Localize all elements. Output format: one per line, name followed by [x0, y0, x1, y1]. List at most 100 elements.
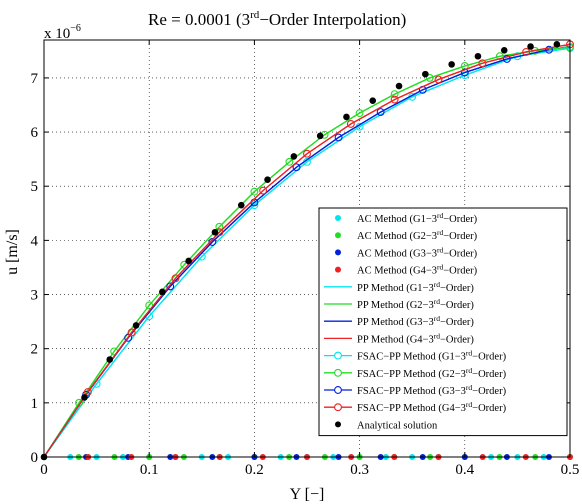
series-line: [43, 46, 571, 458]
series-point: [132, 322, 140, 329]
series-point: [553, 41, 561, 48]
legend-item: FSAC−PP Method (G4−3rd−Order): [324, 400, 507, 414]
chart-title-suffix: −Order Interpolation): [259, 10, 406, 29]
legend-label-main: AC Method (G1−3: [357, 214, 437, 225]
series-line: [43, 43, 571, 458]
legend-label: FSAC−PP Method (G1−3rd−Order): [357, 349, 507, 363]
legend-marker: [335, 421, 341, 428]
y-multiplier: x 10−6: [44, 23, 81, 42]
series-point: [211, 228, 219, 236]
legend-label: AC Method (G1−3rd−Order): [357, 211, 478, 225]
series-marker: [495, 52, 504, 61]
legend-label-main: AC Method (G2−3: [357, 231, 437, 242]
x-tick-label: 0.3: [350, 462, 369, 478]
series-marker: [208, 238, 217, 246]
legend-label-suffix: −Order): [472, 369, 506, 380]
legend-label-suffix: −Order): [443, 266, 477, 277]
legend-label-suffix: −Order): [440, 334, 474, 345]
legend-label-main: PP Method (G4−3: [357, 334, 434, 345]
series-marker: [390, 95, 399, 104]
legend-label-superscript: rd: [466, 366, 472, 375]
series-marker: [425, 73, 434, 82]
legend-item: Analytical solution: [335, 420, 438, 431]
series-marker: [355, 109, 364, 118]
legend-label: AC Method (G4−3rd−Order): [357, 263, 478, 277]
axes: 0 0.1 0.2 0.3 0.4 0.5 0 1 2 3 4 5 6 7: [31, 40, 580, 478]
legend-label-superscript: rd: [434, 314, 440, 323]
series-point: [159, 288, 166, 296]
legend-label-suffix: −Order): [472, 386, 506, 397]
y-multiplier-base: x 10: [44, 26, 70, 42]
legend-label: PP Method (G1−3rd−Order): [357, 280, 474, 294]
legend-label: PP Method (G2−3rd−Order): [357, 297, 474, 311]
x-tick-label: 0: [40, 462, 48, 478]
series-marker: [171, 274, 180, 283]
series-marker: [502, 55, 511, 63]
legend-label-main: AC Method (G3−3: [357, 248, 437, 259]
legend-label-main: PP Method (G1−3: [357, 283, 434, 294]
series-marker: [460, 68, 469, 77]
legend-item: PP Method (G4−3rd−Order): [324, 331, 474, 345]
series-point: [81, 394, 88, 401]
legend-marker: [335, 249, 341, 256]
series-point: [422, 70, 429, 78]
series-point: [316, 132, 324, 140]
y-multiplier-exponent: −6: [70, 23, 81, 34]
x-tick-label: 0.5: [561, 462, 580, 478]
legend-marker: [335, 232, 341, 239]
series-point: [395, 82, 403, 90]
legend-label: AC Method (G2−3rd−Order): [357, 228, 478, 242]
y-tick-label: 2: [31, 342, 39, 358]
legend-label-superscript: rd: [437, 263, 443, 272]
y-axis-label: u [m/s]: [4, 229, 21, 275]
legend-label-superscript: rd: [437, 228, 443, 237]
legend-label-suffix: −Order): [443, 231, 477, 242]
series-11: [43, 40, 574, 458]
series-point: [264, 176, 271, 184]
series-point: [448, 61, 455, 68]
legend-marker: [334, 403, 342, 412]
series-marker: [145, 301, 154, 310]
series-marker: [259, 186, 268, 195]
y-tick-label: 7: [31, 71, 39, 87]
legend-item: AC Method (G4−3rd−Order): [335, 263, 478, 277]
legend-label-main: PP Method (G2−3: [357, 300, 434, 311]
series-marker: [166, 282, 175, 291]
legend-label-suffix: −Order): [443, 248, 477, 259]
legend-label: PP Method (G4−3rd−Order): [357, 331, 474, 345]
legend-item: AC Method (G3−3rd−Order): [335, 245, 478, 259]
legend-box: [318, 207, 568, 437]
legend-label-suffix: −Order): [440, 300, 474, 311]
series-point: [185, 257, 192, 265]
legend-marker: [334, 386, 342, 394]
series-marker: [334, 133, 343, 142]
x-tick-label: 0.1: [140, 462, 159, 478]
series-marker: [522, 47, 531, 56]
legend-label: AC Method (G3−3rd−Order): [357, 245, 478, 259]
legend-marker: [334, 368, 342, 377]
y-tick-label: 1: [31, 396, 39, 412]
legend-marker: [334, 351, 342, 360]
legend-item: AC Method (G2−3rd−Order): [335, 228, 478, 242]
chart-title: Re = 0.0001 (3rd−Order Interpolation): [148, 9, 406, 29]
legend-label-superscript: rd: [437, 245, 443, 254]
series-marker: [460, 71, 469, 80]
series-marker: [215, 222, 224, 231]
series-marker: [346, 119, 355, 128]
legend: AC Method (G1−3rd−Order)AC Method (G2−3r…: [318, 207, 568, 437]
legend-label-main: PP Method (G3−3: [357, 317, 434, 328]
legend-label-superscript: rd: [466, 400, 472, 409]
legend-label-suffix: −Order): [440, 317, 474, 328]
series-marker: [545, 45, 553, 54]
legend-label-main: Analytical solution: [357, 420, 438, 431]
legend-label-main: FSAC−PP Method (G2−3: [357, 369, 466, 380]
legend-label-main: FSAC−PP Method (G4−3: [357, 403, 466, 414]
x-axis-label: Y [−]: [290, 486, 325, 503]
legend-label-superscript: rd: [466, 349, 472, 358]
series-marker: [292, 163, 301, 172]
series-point: [343, 113, 350, 121]
series-marker: [434, 75, 443, 84]
y-tick-label: 4: [31, 233, 39, 249]
y-tick-label: 0: [31, 450, 39, 466]
